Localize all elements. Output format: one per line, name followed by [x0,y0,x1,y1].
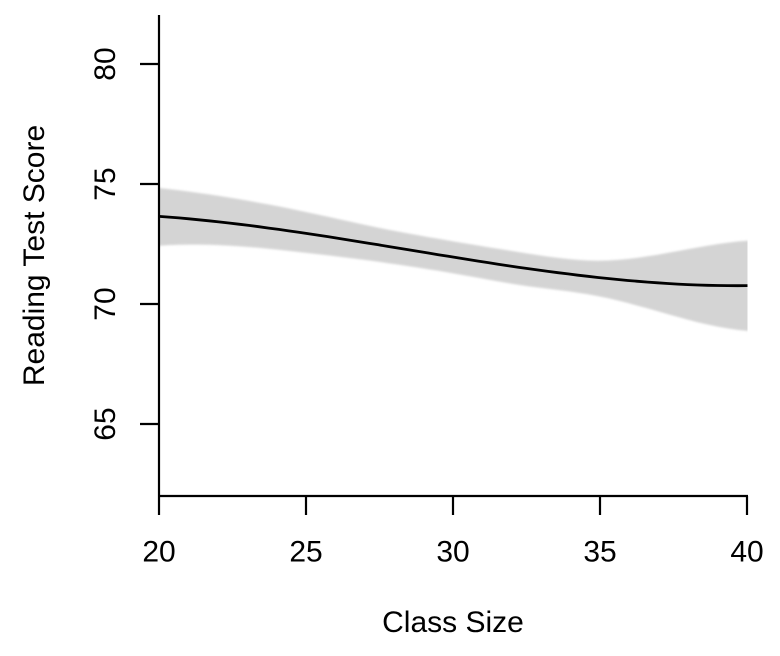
svg-text:30: 30 [436,535,469,568]
svg-text:25: 25 [289,535,322,568]
svg-text:80: 80 [89,47,122,80]
svg-text:20: 20 [142,535,175,568]
svg-text:65: 65 [89,407,122,440]
svg-text:35: 35 [583,535,616,568]
svg-text:Reading Test Score: Reading Test Score [18,125,51,386]
svg-text:70: 70 [89,287,122,320]
svg-text:Class Size: Class Size [382,606,524,639]
svg-text:40: 40 [730,535,763,568]
svg-text:75: 75 [89,167,122,200]
